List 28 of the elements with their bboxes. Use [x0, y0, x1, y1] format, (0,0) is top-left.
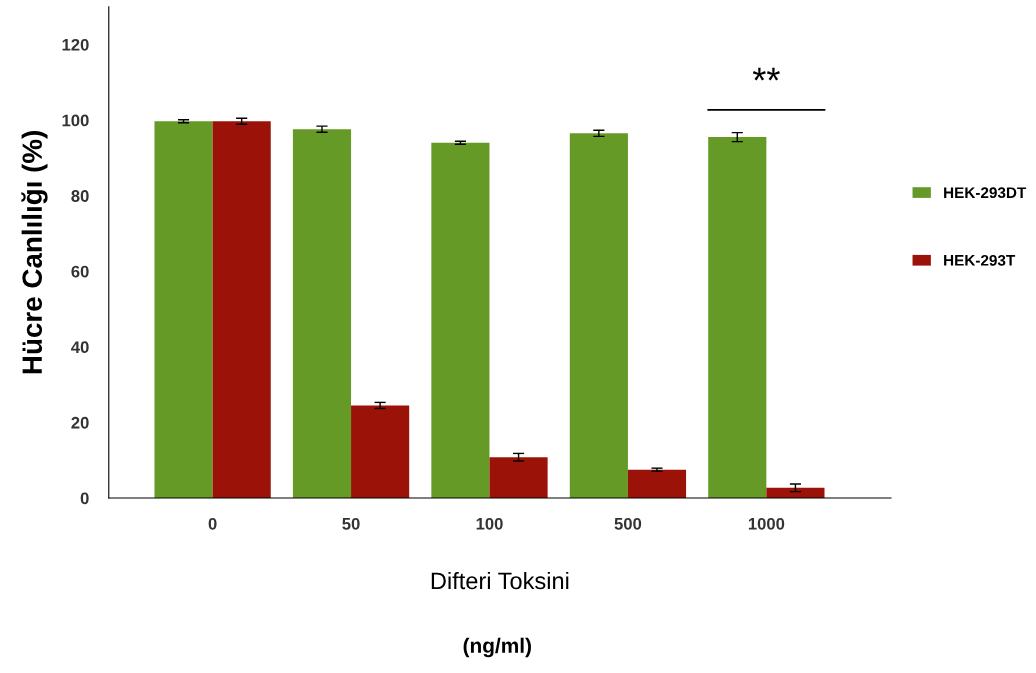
y-tick-label: 20	[71, 416, 89, 429]
x-tick-label: 50	[342, 517, 360, 530]
x-tick-label: 100	[476, 517, 503, 530]
y-tick-label: 120	[62, 38, 89, 51]
y-tick-label: 100	[62, 114, 89, 127]
legend-label: HEK-293DT	[944, 187, 1027, 199]
y-tick-label: 80	[71, 190, 89, 202]
bar	[489, 457, 548, 499]
bar	[766, 487, 825, 499]
text: (ng/ml)	[463, 637, 531, 658]
x-tick-label: 1000	[748, 517, 785, 530]
bar	[212, 121, 271, 499]
annotation: **	[752, 67, 780, 81]
x-tick-label: 500	[614, 517, 642, 530]
bar	[627, 469, 687, 499]
y-tick-label: 60	[71, 265, 89, 278]
y-axis-title: Hücre Canlılığı (%)	[21, 131, 48, 374]
y-tick-label: 40	[71, 341, 89, 354]
x-tick-label: 0	[208, 517, 217, 530]
bar	[351, 405, 410, 499]
bar	[431, 142, 490, 499]
legend-label: HEK-293T	[944, 254, 1016, 266]
y-tick-label: 0	[80, 492, 89, 505]
bar	[154, 121, 213, 499]
bar	[292, 129, 352, 499]
bar	[569, 133, 628, 499]
x-axis-title: Difteri Toksini	[431, 571, 569, 590]
bar	[708, 137, 767, 499]
